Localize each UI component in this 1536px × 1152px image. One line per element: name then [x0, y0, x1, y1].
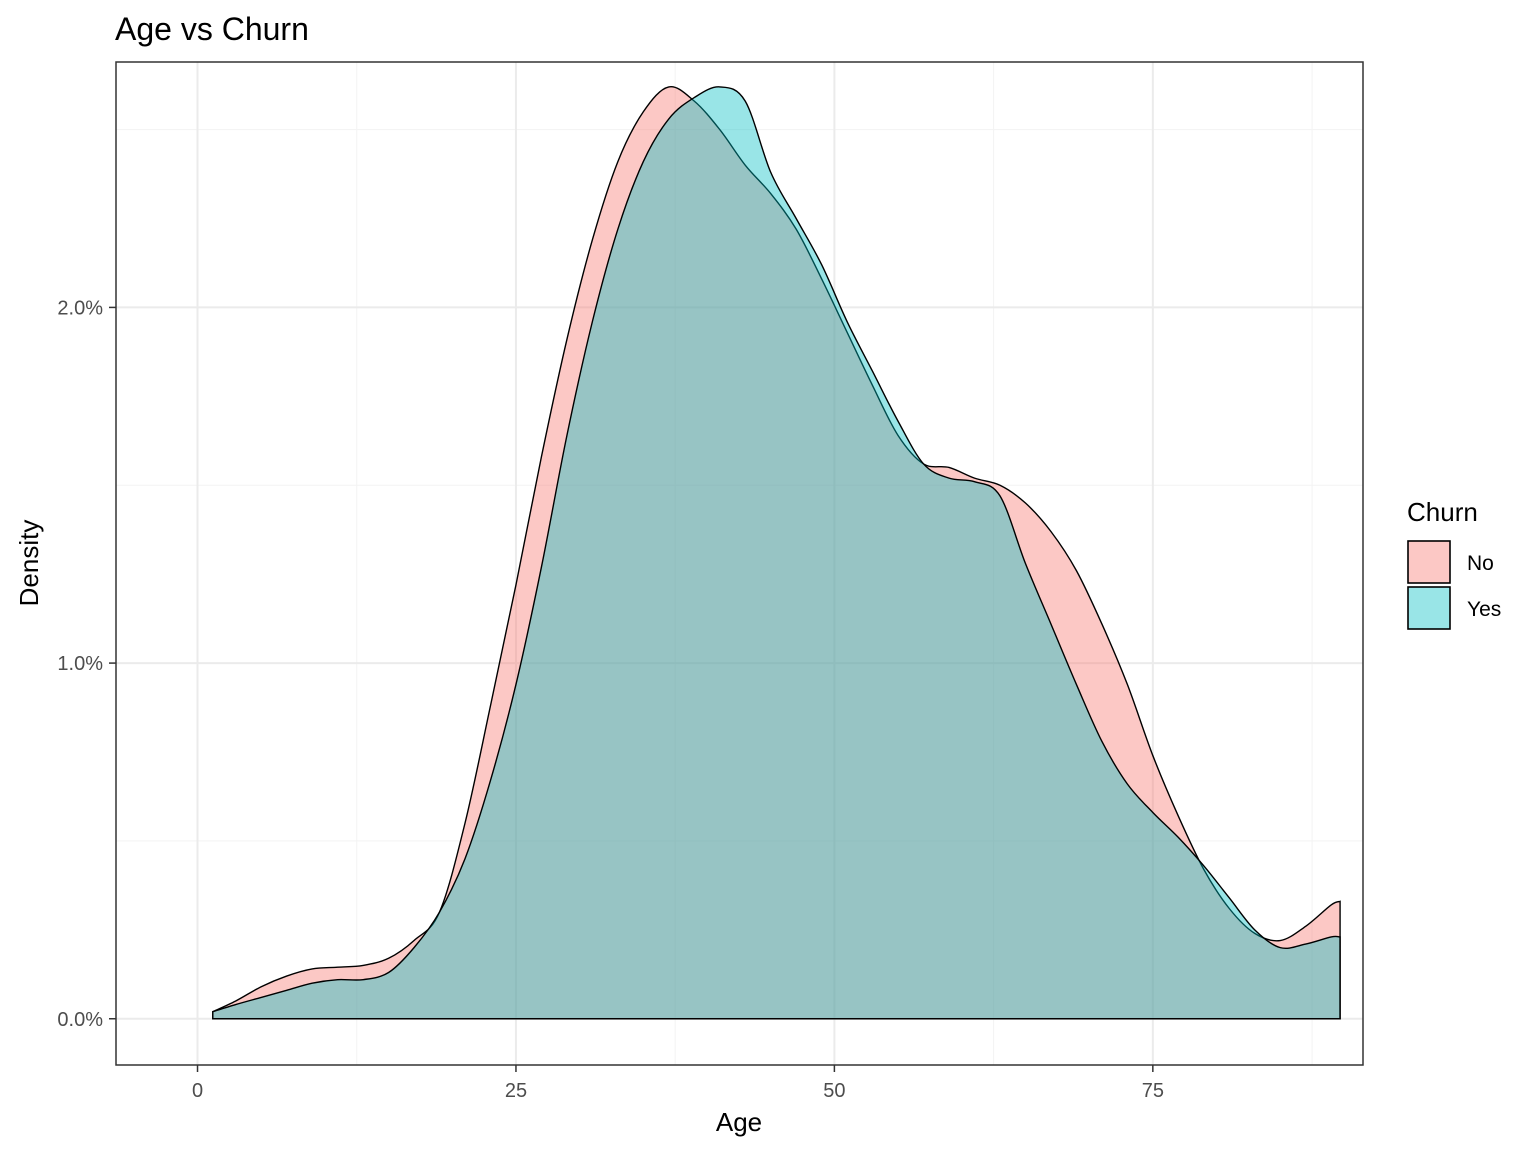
plot-panel	[115, 61, 1364, 1066]
legend-key-no	[1407, 540, 1451, 584]
y-axis-title: Density	[14, 520, 44, 607]
legend-key-yes	[1407, 586, 1451, 630]
panel-background	[116, 62, 1363, 1065]
x-tick-label: 50	[823, 1080, 845, 1102]
legend-label-no: No	[1467, 552, 1494, 575]
x-tick-label: 25	[505, 1080, 527, 1102]
grid-lines	[116, 62, 1363, 1065]
x-tick-label: 75	[1142, 1080, 1164, 1102]
y-tick-label: 0.0%	[57, 1009, 103, 1031]
x-axis: 0 25 50 75	[192, 1065, 1164, 1102]
x-axis-title: Age	[716, 1107, 762, 1137]
y-tick-label: 1.0%	[57, 653, 103, 675]
x-tick-label: 0	[192, 1080, 203, 1102]
y-tick-label: 2.0%	[57, 297, 103, 319]
legend-label-yes: Yes	[1467, 598, 1501, 621]
chart-title: Age vs Churn	[115, 11, 309, 47]
y-axis: 0.0% 1.0% 2.0%	[57, 297, 116, 1031]
legend-title: Churn	[1407, 497, 1478, 527]
density-area-yes	[212, 86, 1341, 1020]
panel-border	[115, 61, 1364, 1066]
density-area-no	[212, 86, 1341, 1020]
density-areas	[212, 86, 1341, 1020]
legend: Churn No Yes	[1407, 497, 1501, 630]
